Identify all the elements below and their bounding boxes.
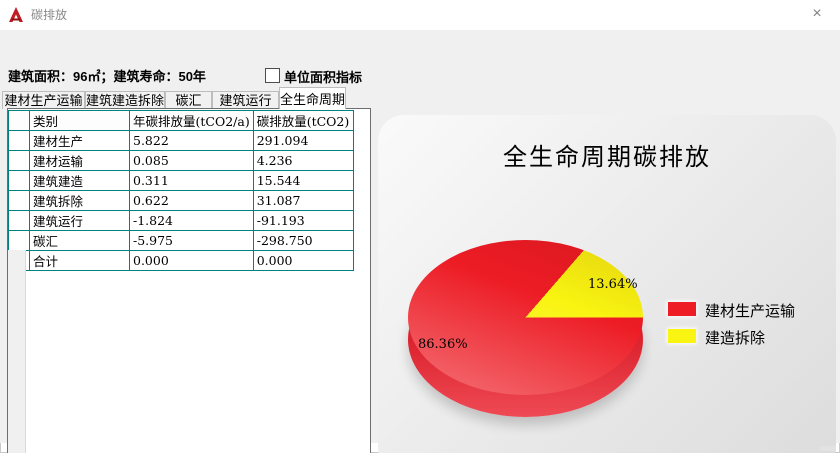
- unit-area-checkbox[interactable]: [265, 68, 280, 83]
- cell-category[interactable]: 建筑运行: [29, 210, 130, 231]
- row-selector: [8, 150, 30, 171]
- tab-construction-demolition[interactable]: 建筑建造拆除: [85, 91, 165, 109]
- row-header-strip: [8, 250, 26, 453]
- cell-total[interactable]: 31.087: [252, 190, 354, 211]
- column-header-annual: 年碳排放量(tCO2/a): [129, 110, 254, 131]
- cell-total[interactable]: 15.544: [252, 170, 354, 191]
- cell-category[interactable]: 建材生产: [29, 130, 130, 151]
- pie-chart: [408, 240, 643, 417]
- app-logo-icon: [9, 7, 23, 22]
- column-header-total: 碳排放量(tCO2): [252, 110, 354, 131]
- cell-annual[interactable]: -1.824: [129, 210, 254, 231]
- cell-total[interactable]: 0.000: [252, 250, 354, 271]
- row-selector-header: [8, 110, 30, 131]
- row-selector: [8, 170, 30, 191]
- cell-annual[interactable]: 0.085: [129, 150, 254, 171]
- dialog-body: 建筑面积：96㎡；建筑寿命：50年 单位面积指标 建材生产运输 建筑建造拆除 碳…: [0, 30, 840, 453]
- title-bar: 碳排放 ×: [0, 0, 840, 31]
- lifecycle-tab-page: 类别 年碳排放量(tCO2/a) 碳排放量(tCO2) 建材生产 5.822 2…: [7, 108, 371, 453]
- cell-category[interactable]: 建筑建造: [29, 170, 130, 191]
- cell-total[interactable]: -298.750: [252, 230, 354, 251]
- cell-annual[interactable]: 5.822: [129, 130, 254, 151]
- chart-panel: 全生命周期碳排放 13.64% 86.36% 建材生产运输 建造拆除: [378, 115, 836, 453]
- table-row[interactable]: 建材生产 5.822 291.094: [8, 130, 354, 151]
- resize-grip[interactable]: [820, 446, 836, 451]
- cell-category[interactable]: 建筑拆除: [29, 190, 130, 211]
- row-selector: [8, 230, 30, 251]
- row-selector: [8, 190, 30, 211]
- building-info-label: 建筑面积：96㎡；建筑寿命：50年: [8, 69, 206, 84]
- tab-material-production-transport[interactable]: 建材生产运输: [2, 91, 85, 109]
- cell-total[interactable]: -91.193: [252, 210, 354, 231]
- cell-annual[interactable]: 0.622: [129, 190, 254, 211]
- cell-annual[interactable]: -5.975: [129, 230, 254, 251]
- close-icon[interactable]: ×: [812, 5, 822, 22]
- table-row[interactable]: 建筑运行 -1.824 -91.193: [8, 210, 354, 231]
- cell-total[interactable]: 4.236: [252, 150, 354, 171]
- tab-carbon-sink[interactable]: 碳汇: [165, 91, 212, 109]
- table-row[interactable]: 建筑建造 0.311 15.544: [8, 170, 354, 191]
- cell-total[interactable]: 291.094: [252, 130, 354, 151]
- legend-swatch-yellow: [668, 329, 696, 343]
- table-header-row: 类别 年碳排放量(tCO2/a) 碳排放量(tCO2): [8, 110, 354, 131]
- pie-label-red: 86.36%: [418, 337, 468, 352]
- row-selector: [8, 130, 30, 151]
- pie-face: [408, 240, 643, 395]
- legend-label-red: 建材生产运输: [705, 303, 796, 320]
- cell-annual[interactable]: 0.311: [129, 170, 254, 191]
- cell-category[interactable]: 合计: [29, 250, 130, 271]
- row-selector: [8, 210, 30, 231]
- cell-category[interactable]: 建材运输: [29, 150, 130, 171]
- legend-label-yellow: 建造拆除: [705, 330, 766, 347]
- legend-swatch-red: [668, 302, 696, 316]
- table-row[interactable]: 建筑拆除 0.622 31.087: [8, 190, 354, 211]
- cell-annual[interactable]: 0.000: [129, 250, 254, 271]
- cell-category[interactable]: 碳汇: [29, 230, 130, 251]
- window-title: 碳排放: [31, 8, 68, 22]
- table-row[interactable]: 建材运输 0.085 4.236: [8, 150, 354, 171]
- column-header-category: 类别: [29, 110, 130, 131]
- tab-building-operation[interactable]: 建筑运行: [212, 91, 279, 109]
- unit-area-checkbox-label[interactable]: 单位面积指标: [284, 70, 363, 85]
- table-row-selected[interactable]: ▶ 合计 0.000 0.000: [8, 250, 354, 271]
- tab-full-lifecycle[interactable]: 全生命周期: [279, 87, 346, 109]
- table-row[interactable]: 碳汇 -5.975 -298.750: [8, 230, 354, 251]
- chart-title: 全生命周期碳排放: [503, 143, 711, 171]
- emissions-table: 类别 年碳排放量(tCO2/a) 碳排放量(tCO2) 建材生产 5.822 2…: [8, 110, 354, 271]
- pie-label-yellow: 13.64%: [588, 277, 638, 292]
